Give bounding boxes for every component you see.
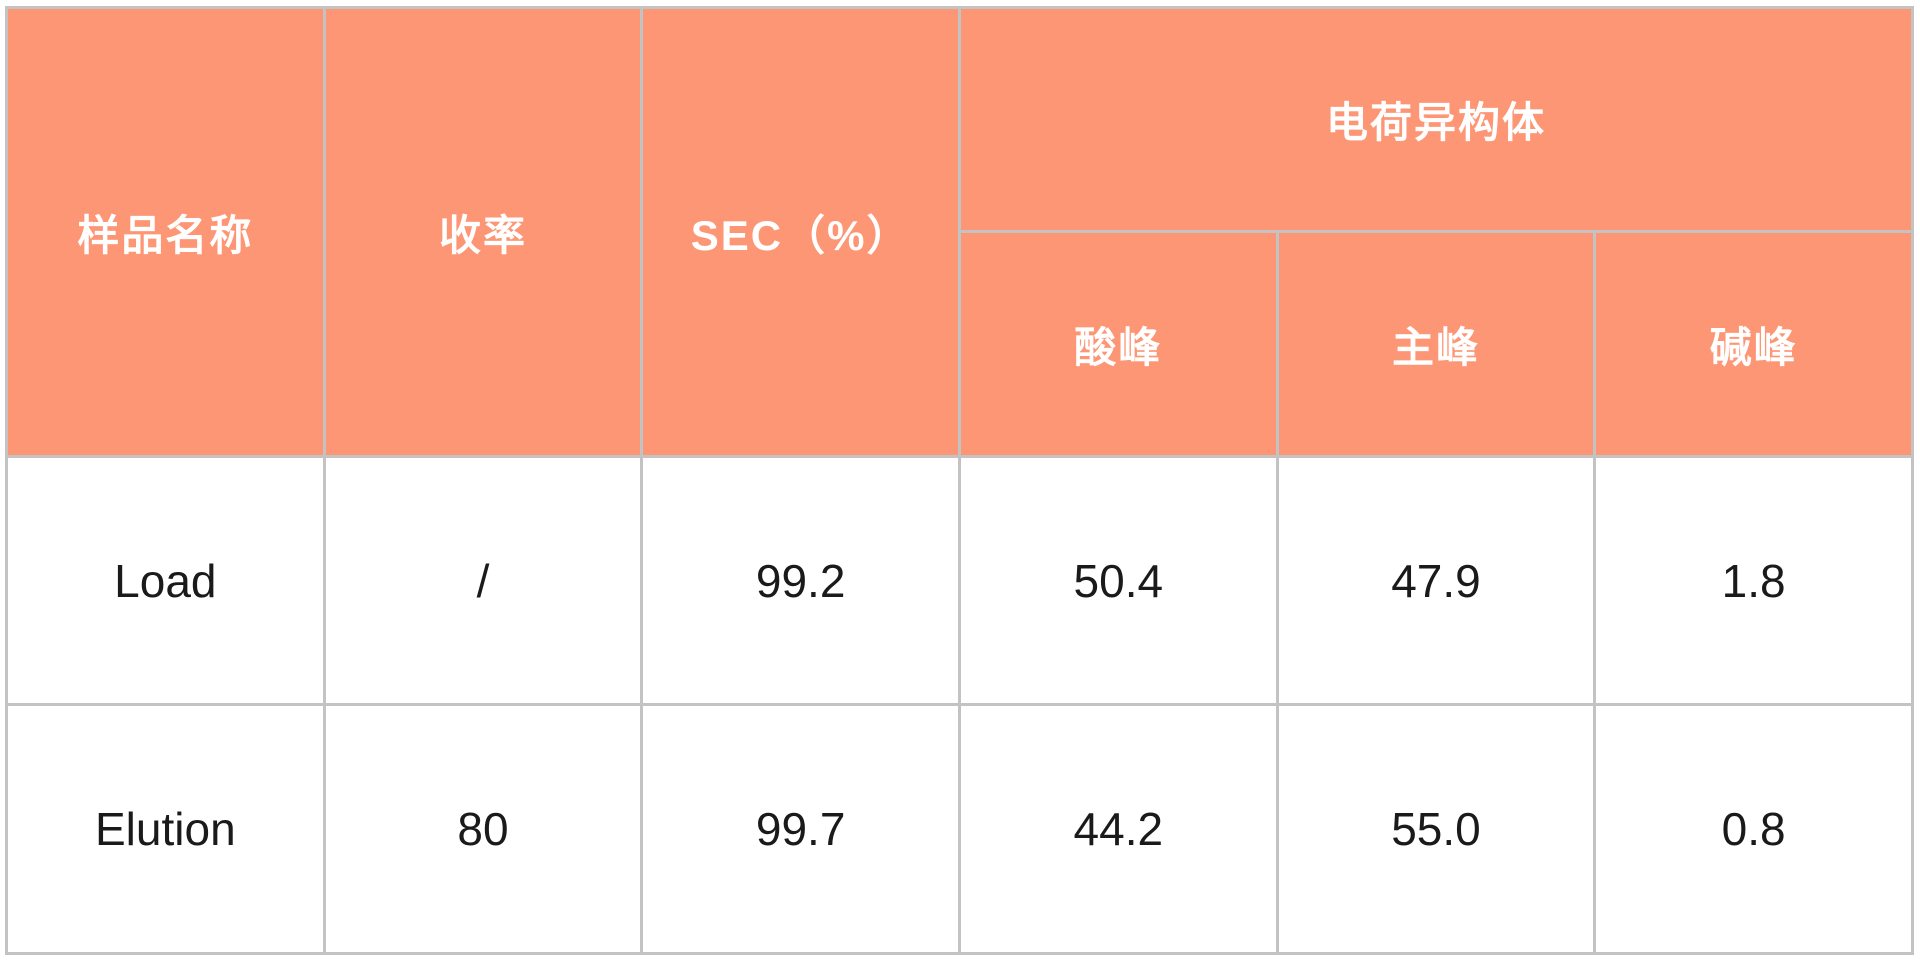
cell-sample: Load bbox=[5, 455, 326, 706]
table-row-load: Load / 99.2 50.4 47.9 1.8 bbox=[5, 455, 1914, 706]
header-cell-basic-peak: 碱峰 bbox=[1593, 230, 1914, 458]
results-table: 样品名称 收率 SEC（%） 电荷异构体 酸峰 主峰 碱峰 Load / 99.… bbox=[5, 6, 1915, 955]
header-cell-charge-variants-group: 电荷异构体 bbox=[957, 6, 1915, 233]
cell-yield: 80 bbox=[322, 703, 644, 955]
cell-sample: Elution bbox=[5, 703, 326, 955]
cell-basic-peak: 0.8 bbox=[1593, 703, 1914, 955]
header-cell-yield: 收率 bbox=[322, 6, 644, 458]
cell-basic-peak: 1.8 bbox=[1593, 455, 1914, 706]
cell-sec: 99.7 bbox=[640, 703, 961, 955]
cell-acidic-peak: 44.2 bbox=[957, 703, 1279, 955]
header-cell-sample-name: 样品名称 bbox=[5, 6, 326, 458]
cell-sec: 99.2 bbox=[640, 455, 961, 706]
table-row-elution: Elution 80 99.7 44.2 55.0 0.8 bbox=[5, 703, 1914, 955]
header-cell-sec-percent: SEC（%） bbox=[640, 6, 961, 458]
cell-main-peak: 55.0 bbox=[1275, 703, 1597, 955]
header-row-sub: 酸峰 主峰 碱峰 bbox=[7, 230, 1914, 458]
header-cell-main-peak: 主峰 bbox=[1275, 230, 1597, 458]
header-cell-acidic-peak: 酸峰 bbox=[957, 230, 1279, 458]
header-row-top: 样品名称 收率 SEC（%） 电荷异构体 bbox=[5, 6, 1915, 458]
cell-acidic-peak: 50.4 bbox=[957, 455, 1279, 706]
cell-yield: / bbox=[322, 455, 644, 706]
cell-main-peak: 47.9 bbox=[1275, 455, 1597, 706]
